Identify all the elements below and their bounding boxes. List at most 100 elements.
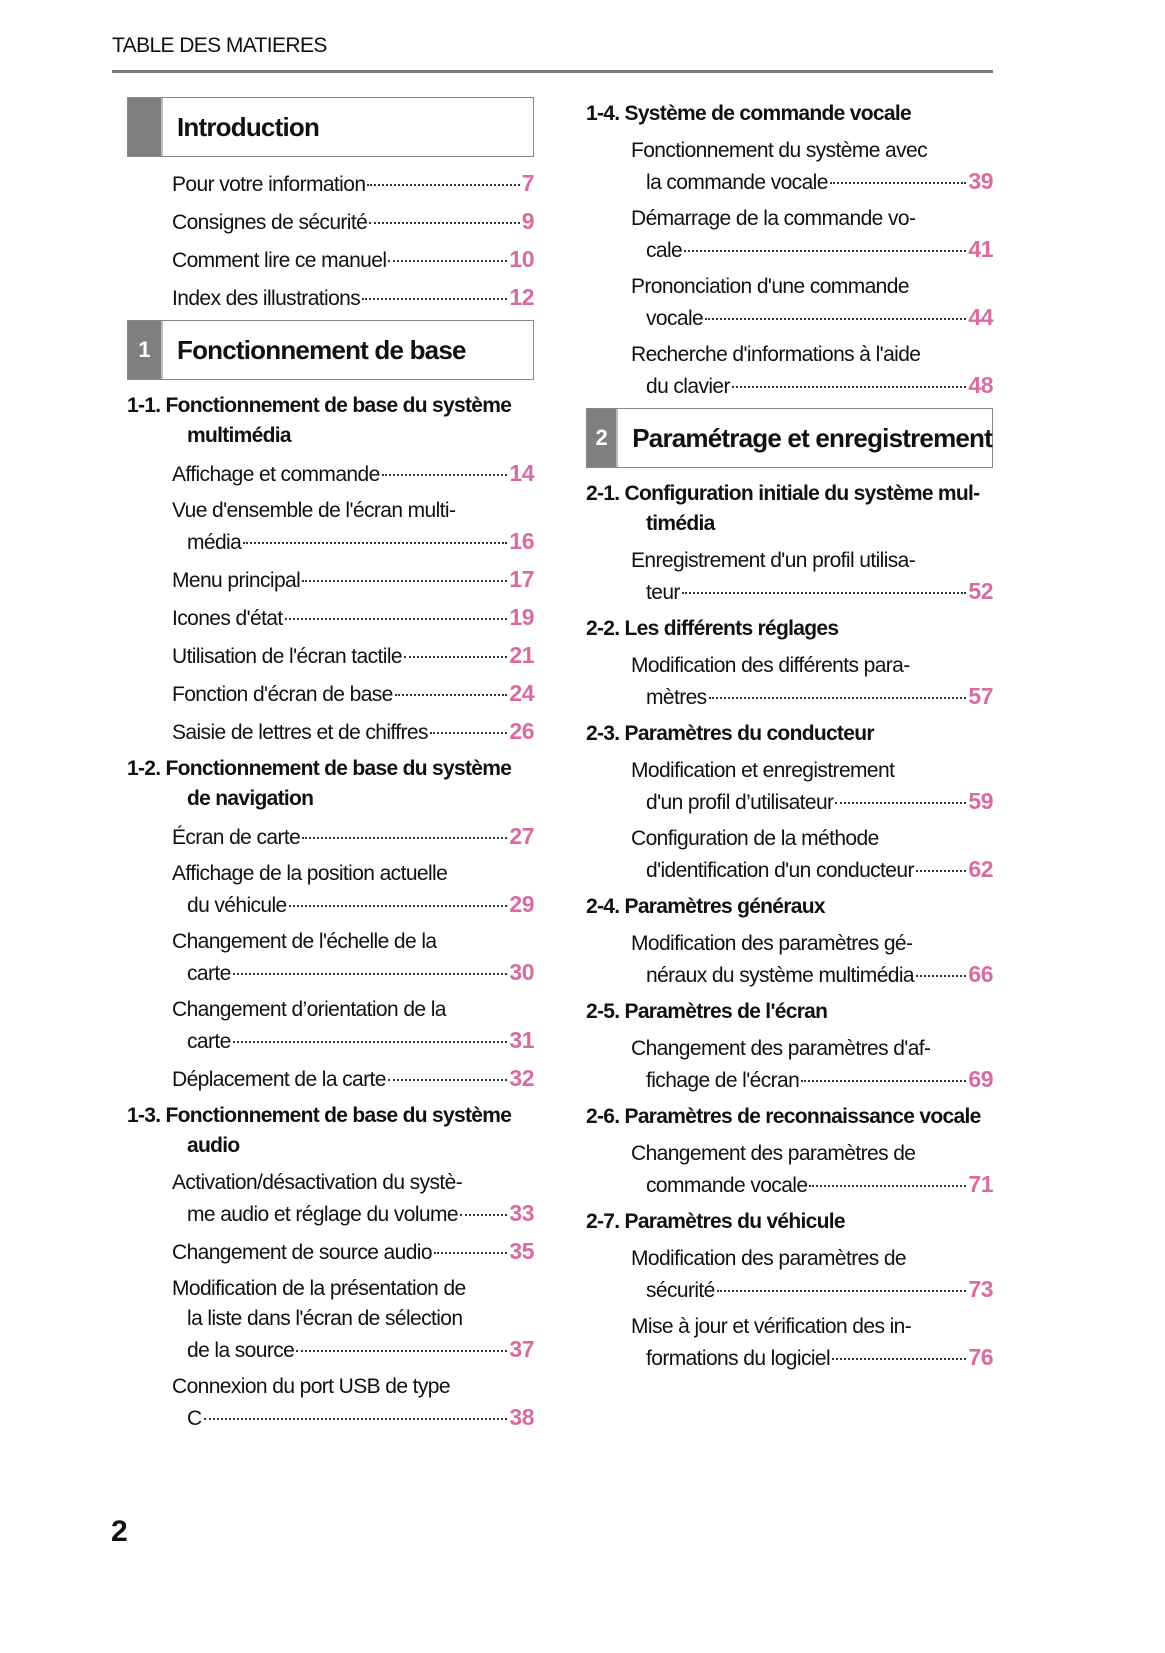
dot-leader	[284, 618, 508, 620]
toc-entry[interactable]: Enregistrement d'un profil utilisa-teur 5…	[631, 546, 993, 606]
toc-entry-text: de la source	[187, 1339, 295, 1362]
toc-entry[interactable]: Modification des différents para-mètres 5…	[631, 651, 993, 711]
toc-entry[interactable]: Fonctionnement du système avec la command…	[631, 136, 993, 196]
toc-page-link[interactable]: 37	[509, 1336, 534, 1362]
toc-page-link[interactable]: 24	[509, 680, 534, 706]
subsection-heading-line: 1-4. Système de commande vocale	[586, 102, 912, 125]
toc-entry[interactable]: Modification des paramètres de sécurité 73	[631, 1244, 993, 1304]
toc-page-link[interactable]: 27	[509, 823, 534, 849]
toc-page-link[interactable]: 21	[509, 642, 534, 668]
toc-page-link[interactable]: 29	[509, 891, 534, 917]
toc-entry[interactable]: Affichage de la position actuelle du véhi…	[172, 859, 534, 919]
toc-entry[interactable]: Consignes de sécurité 9	[172, 206, 535, 236]
toc-entry[interactable]: Modification des paramètres gé-néraux du…	[631, 929, 993, 989]
toc-page-link[interactable]: 26	[509, 718, 534, 744]
toc-page-link[interactable]: 57	[968, 683, 993, 709]
toc-page-link[interactable]: 32	[509, 1065, 534, 1091]
toc-page-link[interactable]: 19	[509, 604, 534, 630]
section-number-tab: 2	[587, 409, 619, 467]
toc-page-link[interactable]: 71	[968, 1171, 993, 1197]
toc-page-link[interactable]: 39	[968, 168, 993, 194]
toc-entry-text: du véhicule	[187, 894, 287, 917]
toc-entry[interactable]: Démarrage de la commande vo-cale 41	[631, 204, 993, 264]
toc-page-link[interactable]: 17	[509, 566, 534, 592]
toc-page-link[interactable]: 33	[509, 1200, 534, 1226]
toc-page-link[interactable]: 48	[968, 372, 993, 398]
toc-entry[interactable]: Saisie de lettres et de chiffres 26	[172, 716, 534, 746]
dot-leader	[381, 474, 508, 476]
toc-entry[interactable]: Modification et enregistrement d'un profi…	[631, 756, 993, 816]
dot-leader	[459, 1214, 508, 1216]
toc-entry[interactable]: Recherche d'informations à l'aide du clav…	[631, 340, 993, 400]
toc-page-link[interactable]: 35	[509, 1238, 534, 1264]
toc-page-link[interactable]: 52	[968, 578, 993, 604]
toc-entry[interactable]: Déplacement de la carte 32	[172, 1063, 534, 1093]
toc-page-link[interactable]: 10	[509, 246, 534, 272]
toc-page-link[interactable]: 12	[509, 284, 534, 310]
subsection-heading: 2-2. Les différents réglages	[586, 614, 993, 644]
toc-entry-line: d'identification d'un conducteur 62	[631, 854, 993, 884]
toc-entry[interactable]: Comment lire ce manuel 10	[172, 244, 534, 274]
dot-leader	[369, 222, 520, 224]
toc-entry[interactable]: Pour votre information 7	[172, 168, 535, 198]
toc-page-link[interactable]: 44	[968, 304, 993, 330]
subsection-heading: 1-1. Fonctionnement de base du système mu…	[127, 391, 534, 451]
toc-page-link[interactable]: 59	[968, 788, 993, 814]
dot-leader	[403, 656, 508, 658]
toc-entry-line: Modification de la présentation de	[172, 1274, 534, 1304]
toc-page-link[interactable]: 73	[968, 1276, 993, 1302]
toc-entry-text: Fonction d'écran de base	[172, 683, 393, 706]
toc-entry-line: Prononciation d'une commande	[631, 272, 993, 302]
toc-page-link[interactable]: 7	[521, 170, 535, 196]
toc-page-link[interactable]: 30	[509, 959, 534, 985]
toc-page-link[interactable]: 69	[968, 1066, 993, 1092]
toc-entry[interactable]: Vue d'ensemble de l'écran multi-média 16	[172, 496, 534, 556]
toc-entry-line: Utilisation de l'écran tactile 21	[172, 640, 534, 670]
toc-entry[interactable]: Menu principal 17	[172, 564, 534, 594]
toc-entry[interactable]: Changement des paramètres de commande voc…	[631, 1139, 993, 1199]
toc-entry[interactable]: Mise à jour et vérification des in-forma…	[631, 1312, 993, 1372]
toc-entry[interactable]: Modification de la présentation de la lis…	[172, 1274, 534, 1364]
toc-entry-text: Modification des différents para-	[631, 654, 910, 677]
toc-page-link[interactable]: 66	[968, 961, 993, 987]
toc-entry[interactable]: Icones d'état 19	[172, 602, 534, 632]
toc-page-link[interactable]: 76	[968, 1344, 993, 1370]
toc-page-link[interactable]: 16	[509, 528, 534, 554]
toc-entry-text: Affichage et commande	[172, 463, 380, 486]
subsection-heading-line: de navigation	[187, 787, 314, 810]
section-title[interactable]: Paramétrage et enregistrement	[632, 422, 993, 453]
section-title[interactable]: Fonctionnement de base	[177, 334, 466, 365]
toc-entry-line: carte 31	[172, 1025, 534, 1055]
toc-entry[interactable]: Affichage et commande 14	[172, 458, 534, 488]
toc-entry-line: Recherche d'informations à l'aide	[631, 340, 993, 370]
toc-page-link[interactable]: 38	[509, 1404, 534, 1430]
toc-entry-line: d'un profil d’utilisateur 59	[631, 786, 993, 816]
toc-entry[interactable]: Écran de carte 27	[172, 821, 534, 851]
toc-entry-text: Fonctionnement du système avec	[631, 139, 928, 162]
toc-entry[interactable]: Changement d’orientation de la carte 31	[172, 995, 534, 1055]
toc-entry[interactable]: Configuration de la méthode d'identificat…	[631, 824, 993, 884]
section-number-tab: 1	[128, 321, 163, 379]
toc-page-link[interactable]: 31	[509, 1027, 534, 1053]
toc-entry-text: Activation/désactivation du systè-	[172, 1171, 463, 1194]
section-header: Introduction	[127, 97, 534, 157]
toc-entry[interactable]: Changement de l'échelle de la carte 30	[172, 927, 534, 987]
toc-entry[interactable]: Prononciation d'une commande vocale 44	[631, 272, 993, 332]
toc-entry[interactable]: Connexion du port USB de type C 38	[172, 1372, 534, 1432]
toc-entry[interactable]: Changement de source audio 35	[172, 1236, 534, 1266]
section-title[interactable]: Introduction	[177, 111, 320, 142]
subsection-heading-line: 2-2. Les différents réglages	[586, 617, 839, 640]
dot-leader	[387, 1079, 508, 1081]
toc-entry[interactable]: Changement des paramètres d'af-fichage d…	[631, 1034, 993, 1094]
toc-page-link[interactable]: 14	[509, 460, 534, 486]
toc-entry-line: du clavier 48	[631, 370, 993, 400]
toc-entry[interactable]: Index des illustrations 12	[172, 282, 534, 312]
subsection-heading-line: 1-3. Fonctionnement de base du système	[127, 1104, 512, 1127]
toc-page-link[interactable]: 41	[968, 236, 993, 262]
toc-entry-line: Enregistrement d'un profil utilisa-	[631, 546, 993, 576]
toc-page-link[interactable]: 9	[521, 208, 535, 234]
toc-entry[interactable]: Fonction d'écran de base 24	[172, 678, 534, 708]
toc-page-link[interactable]: 62	[968, 856, 993, 882]
toc-entry[interactable]: Utilisation de l'écran tactile 21	[172, 640, 534, 670]
toc-entry[interactable]: Activation/désactivation du systè-me aud…	[172, 1168, 534, 1228]
